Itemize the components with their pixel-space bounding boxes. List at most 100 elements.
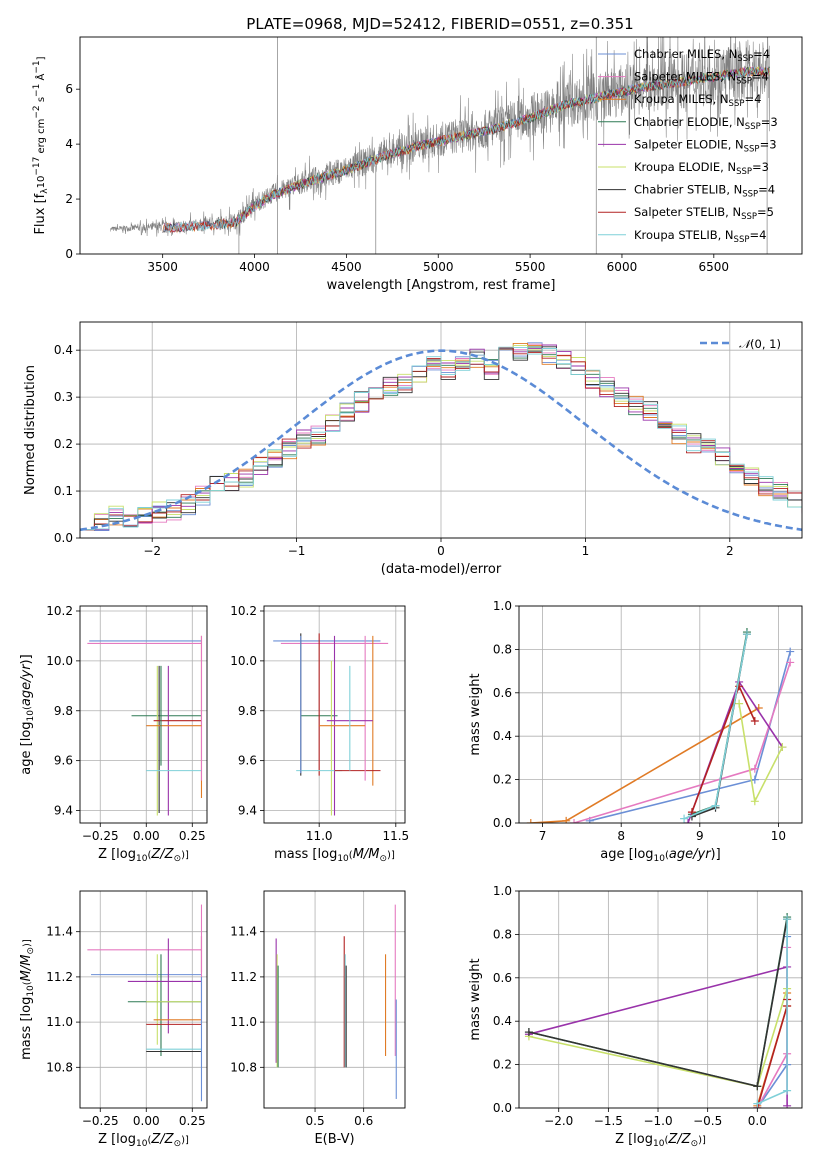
series-marker bbox=[684, 819, 693, 823]
normal-curve bbox=[80, 349, 802, 532]
hist-kroupa-elodie bbox=[80, 344, 802, 531]
label-part: )] bbox=[181, 850, 189, 861]
y-tick-label: 10.8 bbox=[46, 1060, 73, 1074]
mass-vs-EBV-axes: 0.5 0.6 10.8 11.0 11.2 11.4 bbox=[230, 891, 405, 1128]
series-marker bbox=[750, 797, 759, 806]
series-line-salpeter-miles bbox=[573, 662, 791, 823]
label-part: 10 bbox=[26, 985, 36, 997]
label-part: ( bbox=[349, 850, 353, 861]
label-part: Z/Z bbox=[150, 847, 174, 862]
label-part: 10 bbox=[26, 710, 36, 722]
age-vs-mass-xlabel: mass [log10(M/M⊙)] bbox=[274, 847, 395, 864]
y-tick-label: 2 bbox=[65, 192, 73, 206]
x-tick-label: −0.25 bbox=[82, 1114, 119, 1128]
label-part: (data-model)/error bbox=[381, 562, 502, 577]
age-vs-Z-xlabel: Z [log10(Z/Z⊙)] bbox=[98, 847, 189, 864]
label-part: )] bbox=[181, 1135, 189, 1146]
x-tick-label: 11.0 bbox=[306, 829, 333, 843]
x-tick-label: −1 bbox=[288, 544, 306, 558]
label-part: 10 bbox=[36, 176, 47, 189]
x-tick-label: 4500 bbox=[331, 260, 362, 274]
legend-entry: 𝒩(0, 1) bbox=[739, 337, 781, 351]
legend-text: =3 bbox=[760, 137, 777, 151]
legend-entry: Salpeter MILES, NSSP=4 bbox=[634, 70, 769, 87]
spectrum-ylabel: Flux [fλ10−17 erg cm−2 s−1 Å−1] bbox=[32, 56, 50, 234]
residual-legend: 𝒩(0, 1) bbox=[700, 337, 781, 351]
legend-text: Chabrier MILES, N bbox=[634, 47, 737, 61]
legend-text: =4 bbox=[744, 92, 761, 106]
legend-text: =4 bbox=[749, 228, 766, 242]
label-part: 10 bbox=[653, 1139, 665, 1149]
legend-entry: Chabrier MILES, NSSP=4 bbox=[634, 47, 770, 64]
y-tick-label: 11.2 bbox=[230, 970, 257, 984]
age-vs-Z-frame bbox=[79, 605, 208, 824]
label-part: −1 bbox=[32, 84, 42, 97]
label-part: )] bbox=[387, 850, 395, 861]
label-part: age/yr bbox=[669, 847, 712, 862]
y-tick-label: 1.0 bbox=[493, 599, 512, 613]
legend-text: Kroupa STELIB, N bbox=[634, 228, 734, 242]
x-tick-label: 0.0 bbox=[748, 1114, 767, 1128]
x-tick-label: 10 bbox=[771, 829, 786, 843]
mass-vs-Z-ylabel: mass [log10(M/M⊙)] bbox=[19, 939, 36, 1060]
label-part: erg cm bbox=[36, 119, 47, 157]
x-tick-label: 2 bbox=[726, 544, 734, 558]
legend-sub: SSP bbox=[745, 122, 761, 132]
mass-vs-EBV-frame bbox=[263, 890, 406, 1109]
label-part: ( bbox=[22, 706, 33, 710]
age-vs-mass-frame bbox=[263, 605, 406, 824]
massweight-vs-age-lines bbox=[526, 628, 795, 823]
hist-kroupa-miles bbox=[80, 342, 802, 531]
label-part: )] bbox=[22, 939, 33, 947]
x-tick-label: 11.5 bbox=[382, 829, 409, 843]
legend-sub: SSP bbox=[742, 190, 758, 200]
label-part: ( bbox=[147, 1135, 151, 1146]
series-marker bbox=[562, 816, 571, 823]
label-part: )] bbox=[19, 654, 34, 664]
label-part: ⊙ bbox=[174, 1139, 182, 1149]
age-vs-mass-axes: 11.0 11.5 9.4 9.6 9.8 10.0 10.2 bbox=[230, 604, 409, 843]
legend-text: Chabrier ELODIE, N bbox=[634, 115, 745, 129]
y-tick-label: 0.3 bbox=[54, 390, 73, 404]
label-part: ⊙ bbox=[691, 1139, 699, 1149]
series-marker bbox=[526, 819, 535, 823]
y-tick-label: 11.0 bbox=[46, 1015, 73, 1029]
label-part: ⊙ bbox=[26, 947, 36, 955]
legend-sub: SSP bbox=[734, 235, 750, 245]
x-tick-label: −2.0 bbox=[544, 1114, 573, 1128]
x-tick-label: 1 bbox=[582, 544, 590, 558]
legend-text: Salpeter MILES, N bbox=[634, 70, 736, 84]
x-tick-label: 0.25 bbox=[179, 1114, 206, 1128]
label-part: Z [log bbox=[615, 1132, 653, 1147]
y-tick-label: 0.8 bbox=[493, 927, 512, 941]
x-tick-label: 5000 bbox=[423, 260, 454, 274]
label-part: E(B-V) bbox=[314, 1132, 354, 1147]
legend-entry: Salpeter ELODIE, NSSP=3 bbox=[634, 137, 777, 154]
mass-vs-EBV-xlabel: E(B-V) bbox=[314, 1132, 354, 1147]
label-part: ] bbox=[36, 56, 47, 60]
mass-vs-Z-points bbox=[87, 904, 203, 1102]
y-tick-label: 6 bbox=[65, 82, 73, 96]
series-marker bbox=[783, 915, 792, 924]
legend-entry: Kroupa MILES, NSSP=4 bbox=[634, 92, 761, 109]
model-line-kroupa-stelib bbox=[162, 66, 770, 233]
series-marker bbox=[680, 814, 689, 823]
y-tick-label: 9.4 bbox=[54, 804, 73, 818]
label-part: 10 bbox=[654, 854, 666, 864]
legend-sub: SSP bbox=[744, 144, 760, 154]
series-marker bbox=[735, 699, 744, 708]
label-part: ⊙ bbox=[174, 854, 182, 864]
label-part: ( bbox=[22, 981, 33, 985]
y-tick-label: 9.8 bbox=[238, 704, 257, 718]
plots-layer: 3500 4000 4500 5000 5500 6000 6500 0 2 4 6 Chabrier… bbox=[19, 36, 803, 1149]
y-tick-label: 0.2 bbox=[54, 437, 73, 451]
label-part: Å bbox=[34, 73, 47, 83]
mass-vs-EBV-points bbox=[275, 904, 397, 1099]
series-marker bbox=[524, 1028, 533, 1037]
label-part: Z/Z bbox=[667, 1132, 691, 1147]
y-tick-label: 1.0 bbox=[493, 884, 512, 898]
label-part: −2 bbox=[32, 105, 42, 118]
x-tick-label: 0.5 bbox=[306, 1114, 325, 1128]
